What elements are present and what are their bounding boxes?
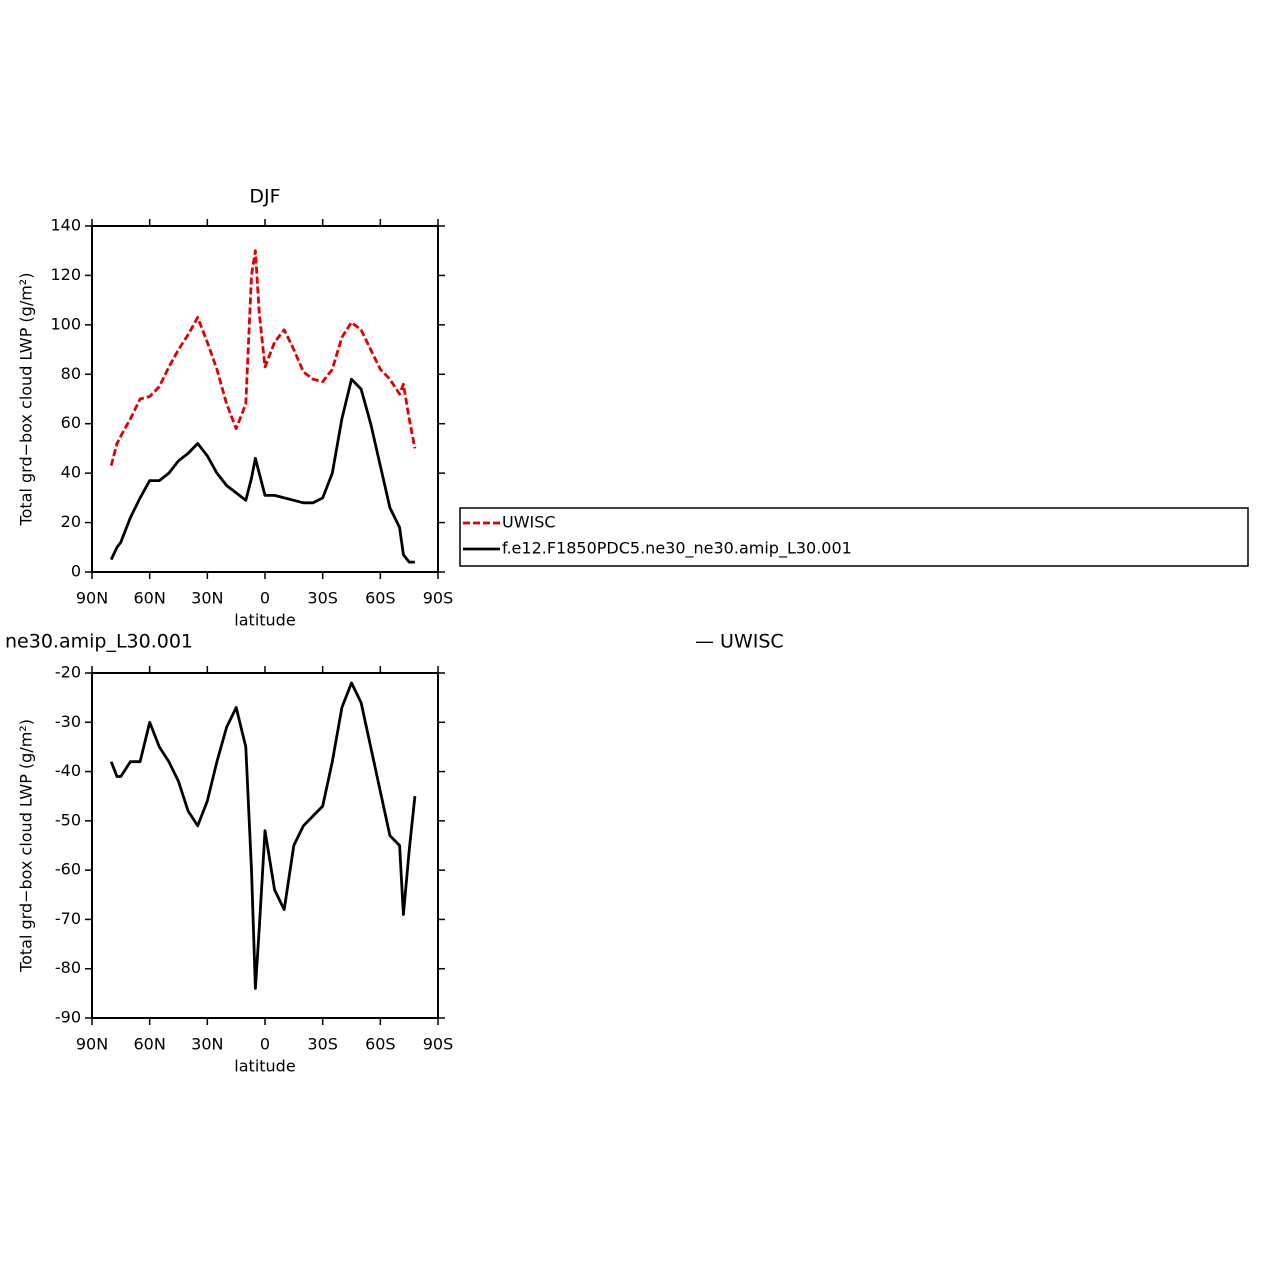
x-tick-label: 30N [191,1035,223,1054]
x-tick-label: 90S [423,589,454,608]
y-tick-label: -70 [55,909,81,928]
y-axis-label: Total grd−box cloud LWP (g/m²) [17,719,36,973]
y-tick-label: 100 [50,314,81,333]
x-axis-label: latitude [234,611,295,630]
line [109,377,415,564]
y-tick-label: -20 [55,663,81,682]
y-tick-label: -50 [55,810,81,829]
subtitle: — UWISC [695,631,784,653]
x-tick-label: 90N [76,1035,108,1054]
y-tick-label: 60 [61,413,81,432]
line [109,249,417,467]
y-tick-label: -60 [55,860,81,879]
y-tick-label: 80 [61,364,81,383]
y-tick-label: 0 [71,562,81,581]
x-tick-label: 90S [423,1035,454,1054]
x-tick-label: 30N [191,589,223,608]
x-tick-label: 60N [134,589,166,608]
y-axis-label: Total grd−box cloud LWP (g/m²) [17,273,36,527]
x-tick-label: 60S [365,589,396,608]
y-tick-label: 20 [61,512,81,531]
y-tick-label: -40 [55,761,81,780]
x-tick-label: 30S [307,1035,338,1054]
chart-title: DJF [249,186,280,208]
legend-label: UWISC [502,513,556,532]
x-tick-label: 90N [76,589,108,608]
y-tick-label: -30 [55,712,81,731]
y-tick-label: -90 [55,1008,81,1027]
chart-title: ne30.amip_L30.001 [5,631,193,653]
x-tick-label: 60N [134,1035,166,1054]
legend-box [459,507,1249,567]
y-tick-label: 140 [50,216,81,235]
y-tick-label: 120 [50,265,81,284]
x-axis-label: latitude [234,1057,295,1076]
x-tick-label: 0 [260,589,270,608]
legend-label: f.e12.F1850PDC5.ne30_ne30.amip_L30.001 [502,539,852,559]
x-tick-label: 60S [365,1035,396,1054]
x-tick-label: 30S [307,589,338,608]
y-tick-label: 40 [61,463,81,482]
y-tick-label: -80 [55,958,81,977]
x-tick-label: 0 [260,1035,270,1054]
line [109,681,417,990]
